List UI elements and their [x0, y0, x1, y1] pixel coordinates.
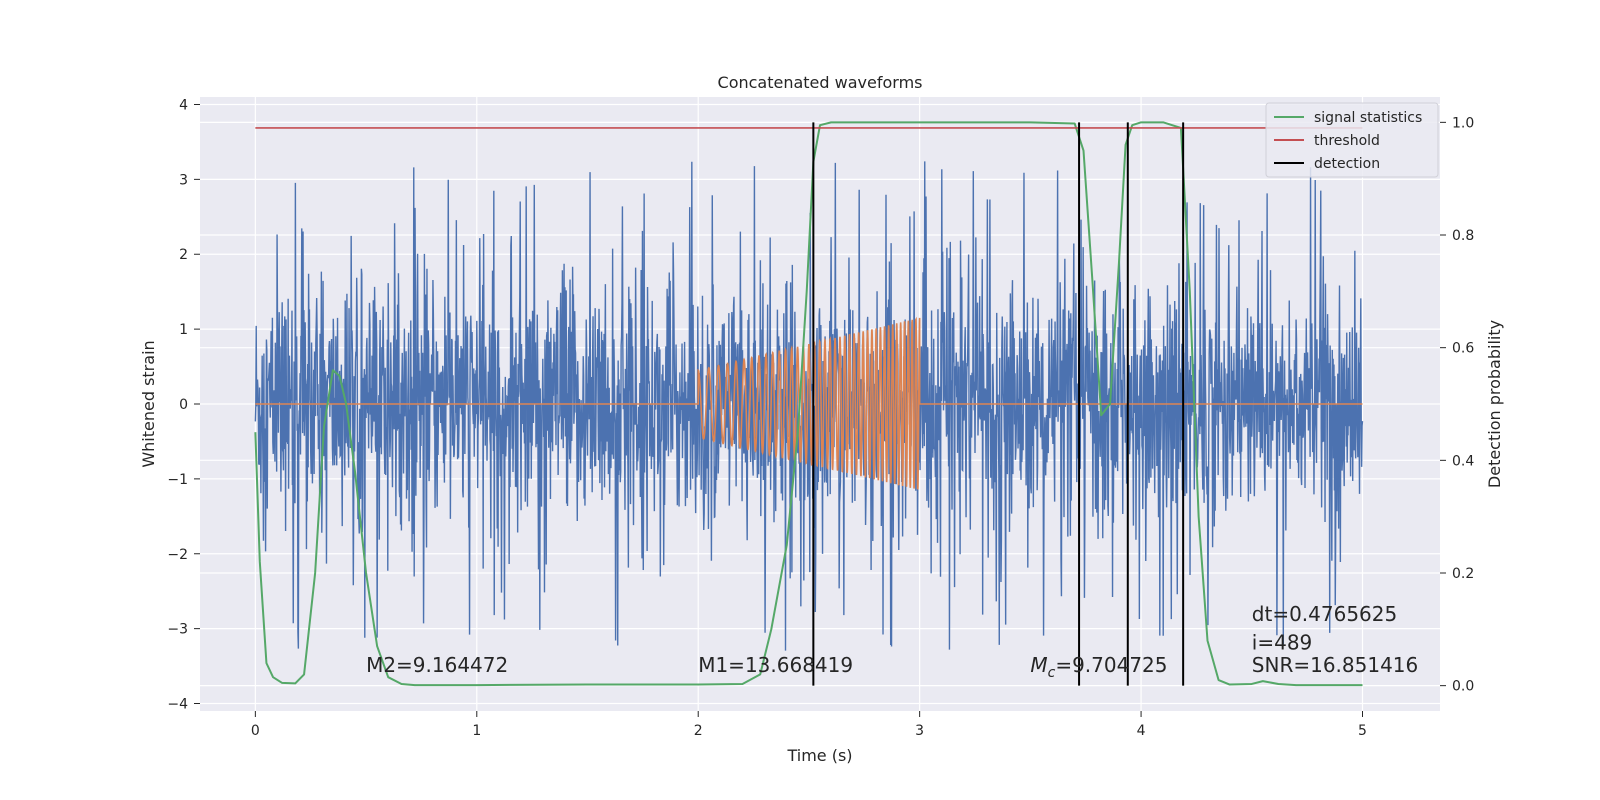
annotation-text: M2=9.164472	[366, 653, 508, 677]
y-axis-label: Whitened strain	[139, 340, 158, 467]
y-tick-label: −4	[167, 697, 188, 713]
y2-tick-label: 0.4	[1452, 453, 1474, 469]
annotation-text: dt=0.4765625	[1252, 602, 1397, 626]
x-tick-label: 2	[694, 723, 703, 739]
y-tick-label: 3	[179, 172, 188, 188]
data-area	[254, 121, 1364, 687]
annotation-text: i=489	[1252, 631, 1313, 655]
y-tick-label: −3	[167, 622, 188, 638]
axes: 0 1 2 3 4 5 −4 −3 −2 −1 0 1 2 3 4 0.0 0.2 0.4 0.6 0.8 1.0	[167, 97, 1474, 739]
annotations: M2=9.164472 M1=13.668419 Mc=9.704725 dt=0.4…	[366, 602, 1418, 681]
y2-tick-label: 0.2	[1452, 566, 1474, 582]
x-tick-label: 0	[251, 723, 260, 739]
annotation-text: SNR=16.851416	[1252, 653, 1418, 677]
y2-tick-label: 0.6	[1452, 341, 1474, 357]
x-tick-label: 4	[1137, 723, 1146, 739]
strain-series-line	[254, 161, 1364, 651]
y-tick-label: −2	[167, 547, 188, 563]
x-axis-label: Time (s)	[786, 746, 852, 765]
y2-tick-label: 1.0	[1452, 115, 1474, 131]
chart-title: Concatenated waveforms	[718, 73, 923, 92]
x-tick-label: 1	[472, 723, 481, 739]
signal-statistics-line	[254, 121, 1363, 687]
y2-tick-label: 0.8	[1452, 228, 1474, 244]
legend-label: detection	[1314, 156, 1380, 172]
annotation-text: Mc=9.704725	[1030, 653, 1167, 681]
y-tick-label: 4	[179, 97, 188, 113]
annotation-text: M1=13.668419	[698, 653, 853, 677]
legend-box	[1265, 102, 1439, 178]
x-tick-label: 3	[915, 723, 924, 739]
y-tick-label: −1	[167, 472, 188, 488]
template-series-line	[255, 316, 1363, 490]
x-tick-label: 5	[1358, 723, 1367, 739]
y-tick-label: 1	[179, 322, 188, 338]
y-tick-label: 0	[179, 397, 188, 413]
legend-label: signal statistics	[1314, 110, 1422, 126]
legend-label: threshold	[1314, 133, 1380, 149]
y2-axis-label: Detection probability	[1485, 320, 1504, 488]
legend: signal statistics threshold detection	[1265, 102, 1439, 178]
y2-tick-label: 0.0	[1452, 679, 1474, 695]
y-tick-label: 2	[179, 247, 188, 263]
